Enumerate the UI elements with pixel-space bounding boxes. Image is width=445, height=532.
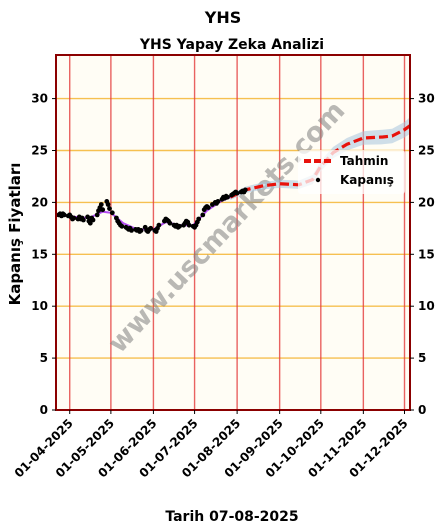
y-tick-label-right-20: 20: [418, 195, 435, 209]
close-point-95: [242, 187, 248, 193]
close-point-20: [94, 212, 100, 218]
close-point-72: [196, 216, 202, 222]
close-point-9: [71, 215, 77, 221]
horizontal-gridlines: [56, 97, 410, 359]
close-point-77: [205, 205, 211, 211]
legend-close-label: Kapanış: [340, 173, 394, 187]
y-axis-label: Kapanış Fiyatları: [6, 163, 24, 306]
x-axis-label: Tarih 07-08-2025: [165, 509, 298, 525]
close-point-15: [85, 214, 90, 220]
y-tick-label-left-5: 5: [40, 351, 48, 365]
close-point-26: [105, 202, 111, 207]
forecast-band-area: [230, 117, 410, 201]
close-point-38: [129, 228, 134, 233]
y-tick-label-left-20: 20: [31, 195, 48, 209]
close-point-86: [225, 194, 230, 200]
vertical-gridlines: [69, 55, 406, 410]
y-tick-label-left-15: 15: [31, 247, 48, 261]
close-point-73: [200, 212, 206, 218]
y-tick-label-left-25: 25: [31, 143, 48, 157]
plot-frame: [55, 54, 411, 411]
y-tick-label-left-10: 10: [31, 299, 48, 313]
close-point-19: [90, 217, 96, 223]
close-point-14: [81, 217, 86, 223]
y-tick-label-right-30: 30: [418, 92, 435, 106]
y-tick-label-right-15: 15: [418, 247, 435, 261]
y-tick-label-left-0: 0: [40, 403, 48, 417]
legend: Tahmin Kapanış: [298, 150, 405, 194]
close-point-81: [215, 199, 221, 204]
y-tick-label-right-5: 5: [418, 351, 426, 365]
y-ticks-right: 0 5 10 15 20 25 30: [410, 92, 435, 417]
close-point-33: [119, 223, 125, 229]
y-tick-label-right-25: 25: [418, 143, 435, 157]
close-point-91: [234, 190, 240, 196]
close-point-52: [156, 222, 162, 228]
close-point-43: [138, 228, 144, 233]
chart-suptitle: YHS: [204, 8, 242, 27]
close-point-24: [100, 207, 106, 213]
x-ticks: 01-04-202501-05-202501-06-202501-07-2025…: [12, 410, 411, 480]
plot-background: [56, 55, 410, 410]
close-point-27: [107, 206, 112, 212]
close-point-57: [167, 220, 173, 226]
close-point-4: [61, 212, 67, 218]
closing-price-points: [56, 187, 248, 234]
close-point-23: [98, 202, 104, 207]
close-point-67: [186, 222, 192, 228]
chart-title: YHS Yapay Zeka Analizi: [139, 37, 324, 53]
y-tick-label-right-0: 0: [418, 403, 426, 417]
y-tick-label-left-30: 30: [31, 92, 48, 106]
legend-close-swatch: [315, 177, 321, 183]
legend-forecast-label: Tahmin: [340, 154, 388, 168]
y-ticks-left: 0 5 10 15 20 25 30: [31, 92, 56, 417]
close-point-62: [177, 223, 182, 229]
close-point-17: [87, 220, 93, 226]
forecast-confidence-band: [230, 117, 410, 201]
close-point-48: [148, 225, 154, 231]
close-point-28: [109, 210, 115, 216]
y-tick-label-right-10: 10: [418, 299, 435, 313]
